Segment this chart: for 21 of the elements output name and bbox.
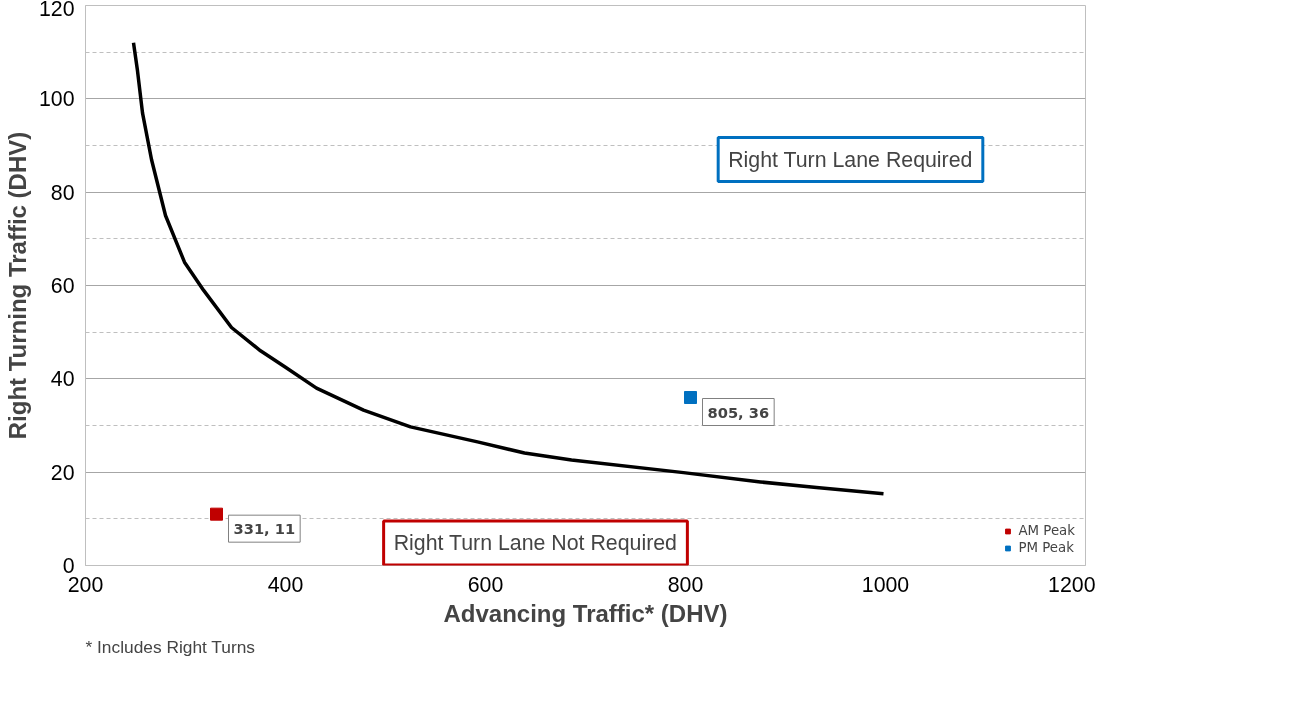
x-axis-title: Advancing Traffic* (DHV) — [443, 599, 728, 627]
legend-label: AM Peak — [1018, 523, 1075, 538]
y-tick-label: 40 — [50, 367, 75, 392]
x-tick-label: 1200 — [1048, 572, 1096, 597]
y-tick-label: 60 — [50, 274, 75, 298]
data-label: 805, 36 — [707, 403, 770, 421]
y-tick-label: 80 — [50, 180, 75, 205]
y-axis-title: Right Turning Traffic (DHV) — [3, 131, 31, 440]
line-series — [131, 41, 886, 496]
x-tick-label: 400 — [267, 572, 304, 597]
x-tick-label: 600 — [467, 572, 504, 597]
legend-label: PM Peak — [1018, 540, 1074, 555]
text: * Includes Right Turns — [85, 636, 256, 657]
data-label: 331, 11 — [233, 520, 296, 538]
annotation: Right Turn Lane Not Required — [393, 531, 677, 556]
x-tick-label: 1000 — [861, 572, 910, 597]
annotation: Right Turn Lane Required — [728, 147, 973, 172]
y-tick-label: 100 — [38, 87, 75, 112]
x-tick-label: 800 — [667, 572, 704, 597]
y-tick-label: 20 — [50, 460, 75, 485]
y-tick-label: 120 — [38, 0, 75, 21]
